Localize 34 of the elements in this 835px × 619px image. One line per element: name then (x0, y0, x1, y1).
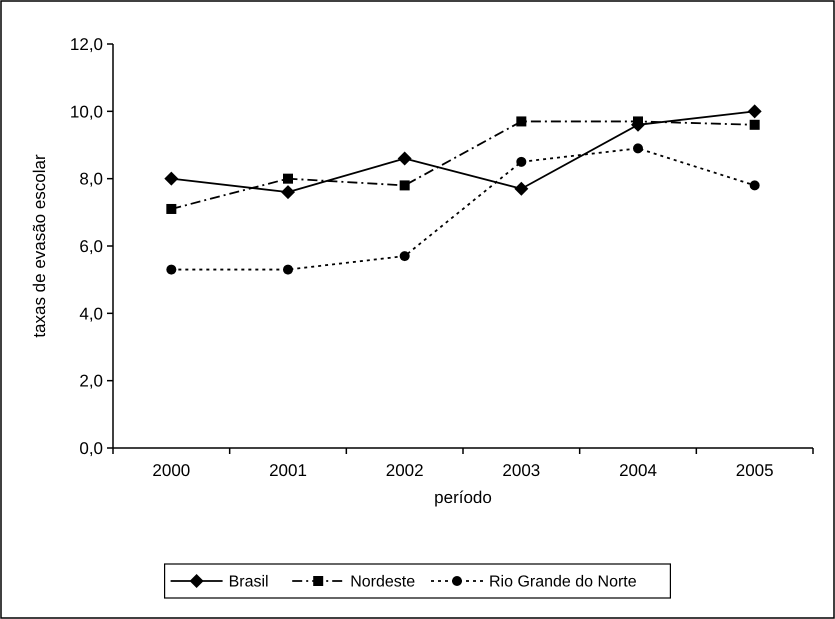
x-tick-label: 2002 (386, 461, 424, 480)
point (750, 120, 760, 130)
x-tick-label: 2000 (152, 461, 190, 480)
point (283, 264, 293, 275)
y-tick-label: 8,0 (79, 170, 103, 189)
legend-label: Rio Grande do Norte (489, 574, 637, 591)
point (166, 264, 176, 275)
point (166, 204, 176, 214)
y-tick-label: 12,0 (70, 34, 103, 54)
point (514, 182, 528, 196)
point (633, 143, 643, 154)
point (748, 104, 762, 118)
point (516, 156, 526, 167)
point (400, 180, 410, 190)
x-tick-label: 2005 (736, 461, 774, 480)
x-tick-label: 2001 (269, 461, 307, 480)
legend-label: Brasil (228, 574, 269, 591)
point (750, 180, 760, 190)
y-tick-label: 10,0 (70, 102, 103, 122)
x-tick-label: 2004 (619, 461, 657, 480)
y-axis-title: taxas de evasão escolar (30, 154, 49, 338)
x-tick-label: 2003 (502, 461, 540, 480)
y-tick-label: 0,0 (79, 438, 103, 458)
legend-label: Nordeste (350, 574, 416, 591)
point (281, 185, 295, 200)
y-tick-label: 2,0 (79, 372, 103, 391)
point (400, 251, 410, 262)
y-tick-label: 6,0 (79, 236, 103, 256)
x-axis-title: período (434, 488, 492, 507)
point (283, 174, 293, 184)
point (398, 151, 412, 166)
y-tick-label: 4,0 (79, 304, 103, 324)
point (516, 116, 526, 126)
point (164, 172, 178, 186)
